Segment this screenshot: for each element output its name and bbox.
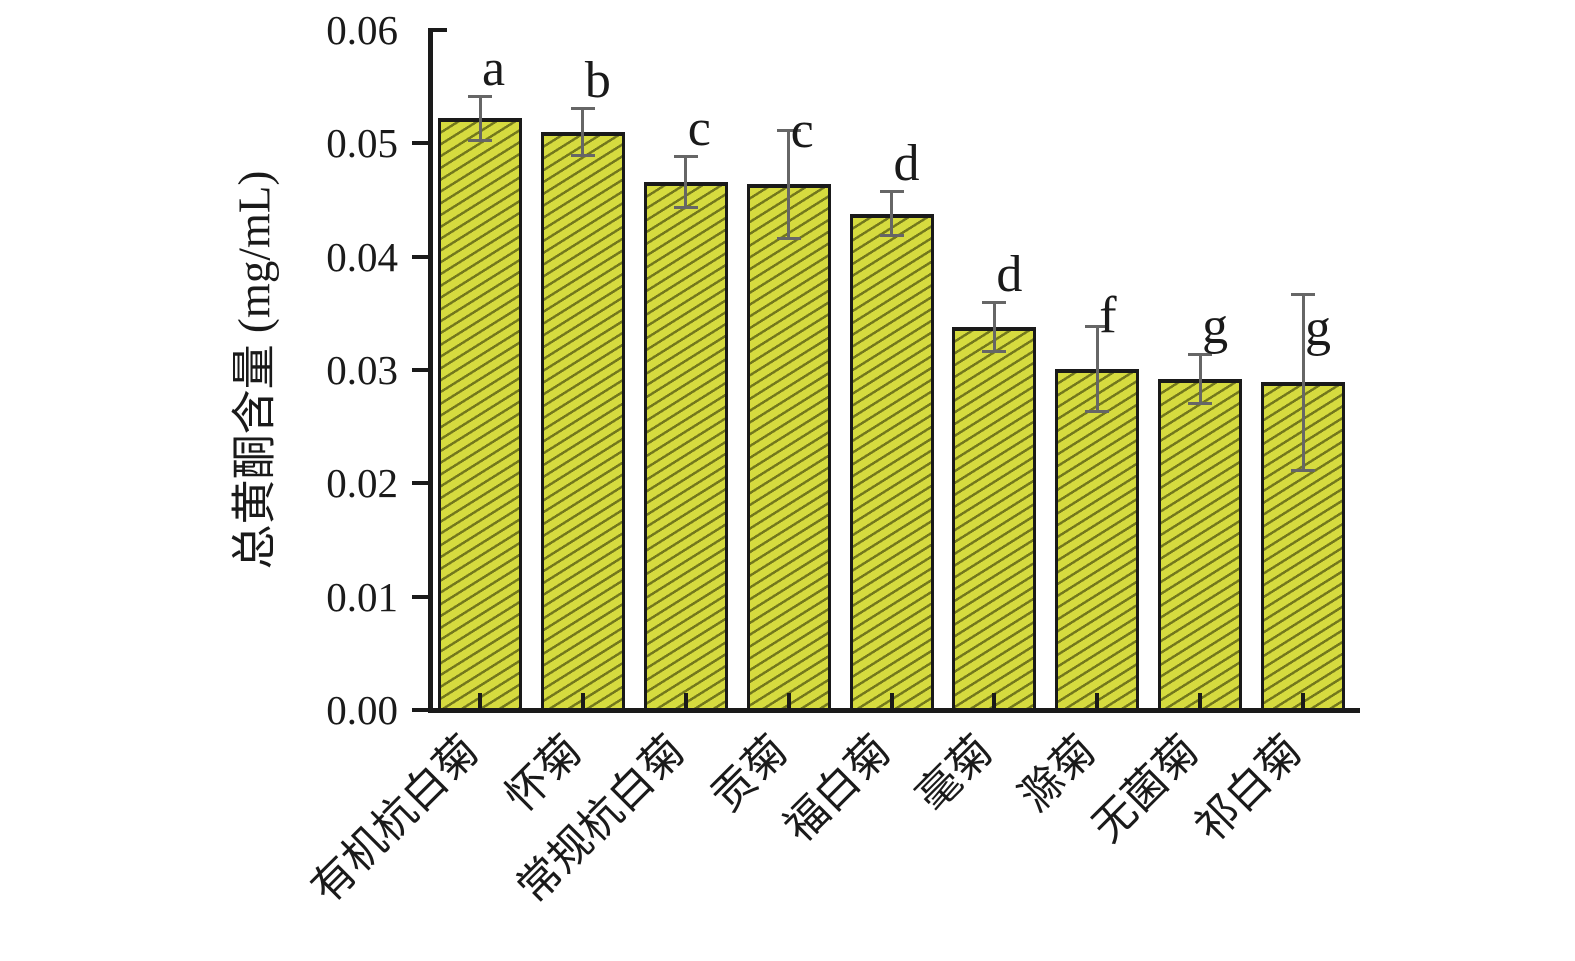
x-category-label: 怀菊 bbox=[497, 727, 592, 822]
error-bar-cap-bottom bbox=[1291, 469, 1315, 472]
error-bar-cap-top bbox=[1188, 353, 1213, 356]
y-tick bbox=[412, 141, 428, 146]
y-tick-label: 0.03 bbox=[326, 347, 398, 393]
y-tick bbox=[412, 481, 428, 486]
y-tick-label: 0.00 bbox=[326, 687, 398, 733]
x-category-label: 祁白菊 bbox=[1186, 727, 1312, 852]
x-tick bbox=[992, 693, 997, 710]
significance-letter: g bbox=[1305, 300, 1331, 358]
y-tick bbox=[412, 594, 428, 599]
x-tick bbox=[1095, 693, 1100, 710]
y-tick-label: 0.01 bbox=[326, 573, 398, 620]
error-bar-cap-top bbox=[468, 94, 492, 98]
x-tick bbox=[478, 693, 482, 710]
significance-letter: c bbox=[687, 99, 711, 157]
y-tick bbox=[412, 708, 428, 712]
error-bar-cap-bottom bbox=[982, 350, 1007, 353]
error-bar-cap-top bbox=[673, 154, 698, 158]
significance-letter: a bbox=[482, 39, 506, 97]
significance-letter: b bbox=[584, 52, 611, 110]
error-bar-cap-top bbox=[776, 128, 801, 132]
error-bar-line bbox=[478, 94, 482, 143]
bar bbox=[1158, 379, 1243, 712]
error-bar-line bbox=[581, 107, 585, 157]
significance-letter: f bbox=[1099, 286, 1117, 344]
x-category-label: 有机杭白菊 bbox=[302, 727, 489, 913]
error-bar-cap-bottom bbox=[1188, 402, 1213, 406]
error-bar-cap-bottom bbox=[570, 153, 595, 157]
x-category-label: 毫菊 bbox=[908, 727, 1003, 822]
error-bar-line bbox=[992, 300, 996, 353]
error-bar-cap-top bbox=[570, 107, 595, 111]
significance-letter: g bbox=[1202, 298, 1229, 355]
x-tick bbox=[889, 693, 894, 710]
y-tick bbox=[412, 368, 428, 372]
x-axis-line bbox=[428, 708, 1360, 713]
y-tick bbox=[412, 254, 428, 259]
y-tick-label: 0.05 bbox=[326, 120, 398, 167]
error-bar-cap-bottom bbox=[776, 236, 801, 240]
y-tick-label: 0.02 bbox=[326, 460, 398, 507]
error-bar-cap-bottom bbox=[468, 139, 492, 143]
bar bbox=[849, 213, 934, 712]
significance-letter: d bbox=[893, 134, 920, 192]
bar bbox=[540, 132, 625, 712]
bar bbox=[438, 118, 522, 712]
y-tick-label: 0.06 bbox=[326, 7, 398, 53]
error-bar-cap-top bbox=[982, 300, 1007, 304]
error-bar-cap-bottom bbox=[879, 234, 904, 238]
bar bbox=[1055, 368, 1140, 712]
x-category-label: 贡菊 bbox=[702, 727, 797, 822]
x-category-label: 无菌菊 bbox=[1083, 727, 1209, 852]
x-tick bbox=[580, 693, 585, 710]
significance-letter: d bbox=[996, 245, 1023, 303]
error-bar-line bbox=[684, 154, 688, 210]
y-tick-label: 0.04 bbox=[326, 233, 398, 280]
error-bar-cap-bottom bbox=[1085, 410, 1110, 414]
error-bar-line bbox=[1095, 324, 1099, 414]
x-tick bbox=[786, 693, 791, 710]
x-category-label: 福白菊 bbox=[775, 727, 900, 852]
x-category-label: 滁菊 bbox=[1011, 727, 1106, 822]
x-tick bbox=[1301, 693, 1305, 710]
x-tick bbox=[683, 693, 688, 710]
error-bar-line bbox=[1301, 292, 1305, 472]
error-bar-line bbox=[890, 189, 893, 238]
error-bar-cap-top bbox=[879, 189, 904, 193]
error-bar-line bbox=[1198, 353, 1202, 406]
bar bbox=[952, 326, 1037, 712]
error-bar-line bbox=[787, 128, 791, 240]
bar bbox=[746, 184, 831, 712]
error-bar-cap-bottom bbox=[673, 206, 698, 210]
x-tick bbox=[1198, 693, 1203, 710]
significance-letter: c bbox=[790, 102, 814, 160]
y-axis-line bbox=[428, 28, 433, 712]
error-bar-cap-top bbox=[1291, 292, 1315, 296]
y-tick bbox=[432, 28, 447, 32]
y-axis-title-text: 总黄酮含量 (mg/mL) bbox=[229, 170, 280, 570]
bar bbox=[643, 181, 728, 712]
error-bar-cap-top bbox=[1085, 324, 1110, 328]
